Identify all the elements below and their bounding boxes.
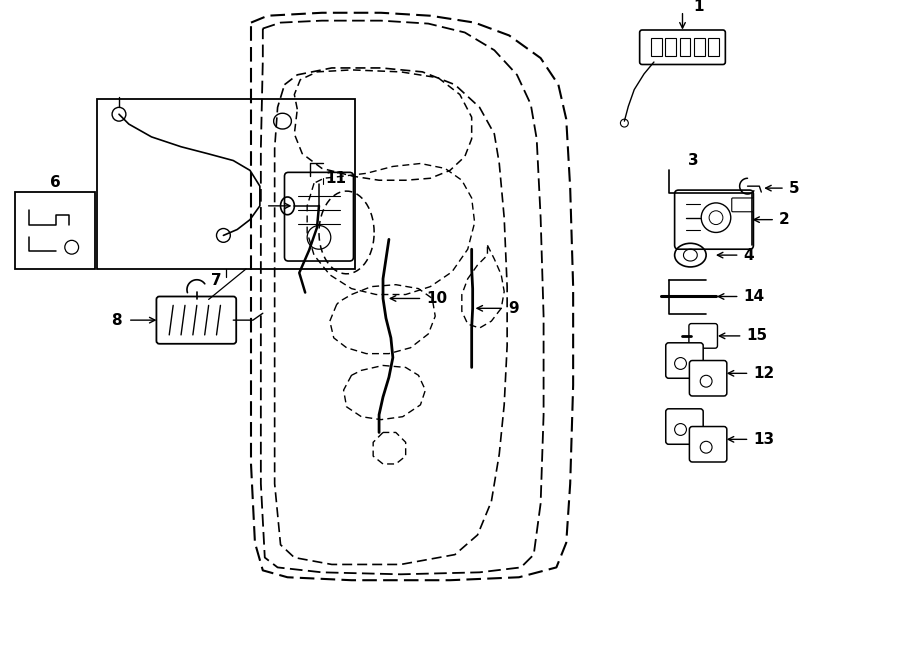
Text: 2: 2 xyxy=(779,212,790,227)
Text: 7: 7 xyxy=(212,273,221,288)
Circle shape xyxy=(620,119,628,127)
FancyBboxPatch shape xyxy=(688,324,717,348)
Text: 10: 10 xyxy=(427,291,447,306)
Bar xyxy=(97,99,356,269)
Bar xyxy=(680,38,690,56)
Circle shape xyxy=(675,424,687,436)
Bar xyxy=(14,192,95,269)
Bar xyxy=(708,38,719,56)
Circle shape xyxy=(709,211,723,225)
Text: 11: 11 xyxy=(325,171,346,186)
Text: 4: 4 xyxy=(743,248,754,262)
Circle shape xyxy=(700,442,712,453)
Text: 12: 12 xyxy=(753,366,775,381)
Circle shape xyxy=(65,241,78,254)
FancyBboxPatch shape xyxy=(689,426,727,462)
Circle shape xyxy=(112,107,126,121)
Text: 14: 14 xyxy=(743,289,765,304)
Text: 13: 13 xyxy=(753,432,775,447)
FancyBboxPatch shape xyxy=(732,198,753,212)
FancyBboxPatch shape xyxy=(640,30,725,65)
FancyBboxPatch shape xyxy=(666,343,703,378)
Circle shape xyxy=(217,229,230,243)
Text: 15: 15 xyxy=(746,329,768,344)
Text: 3: 3 xyxy=(688,153,699,168)
Bar xyxy=(651,38,661,56)
Circle shape xyxy=(701,203,731,233)
Circle shape xyxy=(700,375,712,387)
Circle shape xyxy=(307,225,331,249)
Text: 8: 8 xyxy=(112,313,122,328)
FancyBboxPatch shape xyxy=(666,408,703,444)
Text: 6: 6 xyxy=(50,175,60,190)
Text: 5: 5 xyxy=(789,180,799,196)
FancyBboxPatch shape xyxy=(284,173,354,261)
Circle shape xyxy=(675,358,687,369)
Text: 1: 1 xyxy=(693,0,704,15)
Bar xyxy=(665,38,676,56)
FancyBboxPatch shape xyxy=(675,190,753,249)
Text: 9: 9 xyxy=(508,301,518,316)
Bar xyxy=(694,38,705,56)
FancyBboxPatch shape xyxy=(689,360,727,396)
FancyBboxPatch shape xyxy=(157,297,236,344)
